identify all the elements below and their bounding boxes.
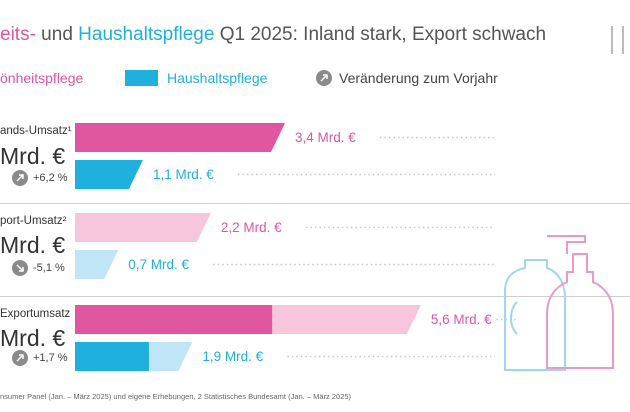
- value-label-household-3: 1,9 Mrd. €: [202, 349, 264, 364]
- change-icon-2: [12, 260, 28, 276]
- change-value-1: +6,2 %: [33, 172, 68, 184]
- bar-beauty-3: [75, 305, 273, 334]
- row-label-2: port-Umsatz²: [0, 215, 67, 227]
- legend-household-swatch: [125, 70, 158, 86]
- bar-beauty-1: [75, 123, 285, 152]
- decorative-bar-1: [611, 26, 613, 54]
- change-icon-3: [12, 350, 28, 366]
- legend-change-label: Veränderung zum Vorjahr: [339, 70, 498, 86]
- value-label-beauty-3: 5,6 Mrd. €: [430, 312, 492, 327]
- change-value-2: -5,1 %: [33, 262, 65, 274]
- legend-household-label: Haushaltspflege: [167, 70, 268, 86]
- decorative-bar-2: [622, 26, 624, 54]
- row-total-1: Mrd. €: [0, 143, 66, 169]
- value-label-beauty-1: 3,4 Mrd. €: [295, 130, 356, 145]
- legend-beauty-label: önheitspflege: [0, 70, 84, 86]
- value-label-beauty-2: 2,2 Mrd. €: [220, 220, 282, 235]
- bar-beauty-2: [75, 213, 211, 242]
- bar-household-2: [75, 250, 119, 279]
- change-icon-1: [12, 170, 28, 186]
- bar-household-3: [75, 342, 149, 371]
- change-value-3: +1,7 %: [33, 352, 68, 364]
- group-divider-2: [0, 296, 630, 297]
- row-total-3: Mrd. €: [0, 325, 66, 351]
- group-divider-1: [0, 203, 630, 204]
- row-label-1: ands-Umsatz¹: [0, 125, 72, 137]
- bottle-illustration: [504, 235, 614, 371]
- legend-change-icon: [316, 70, 332, 86]
- value-label-household-1: 1,1 Mrd. €: [152, 167, 214, 182]
- footnote: nsumer Panel (Jan. – März 2025) und eige…: [0, 392, 352, 401]
- chart-title: eits- und Haushaltspflege Q1 2025: Inlan…: [0, 24, 547, 45]
- bar-household-1: [75, 160, 143, 189]
- row-label-3: Exportumsatz: [0, 308, 71, 320]
- row-total-2: Mrd. €: [0, 232, 66, 258]
- value-label-household-2: 0,7 Mrd. €: [128, 257, 190, 272]
